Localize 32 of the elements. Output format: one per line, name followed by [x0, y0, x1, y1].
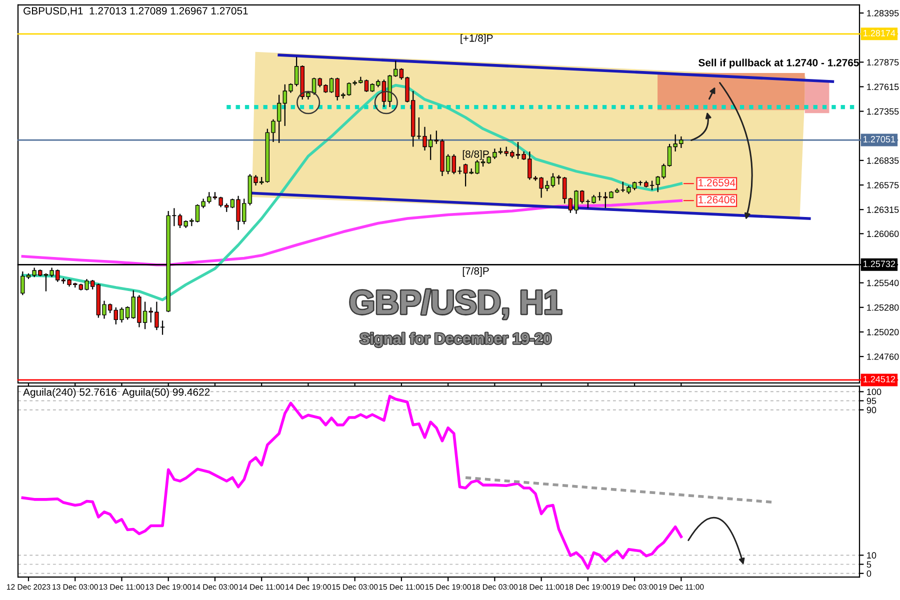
y-tick-label: 0: [866, 570, 872, 577]
text: Signal for December 19-20: [360, 332, 551, 348]
y-tick-label: 1.26060: [867, 230, 899, 238]
y-tick-label: 1.26575: [867, 182, 899, 188]
y-tick-label: 1.26835: [867, 157, 899, 164]
y-tick-label: 10: [867, 552, 876, 559]
y-tick-label: 1.24760: [867, 353, 899, 360]
y-tick-label: 1.27615: [867, 84, 899, 90]
annotation: [+1/8]P: [460, 34, 493, 44]
y-tick-label: 5: [866, 561, 872, 568]
y-tick-label: 1.25280: [867, 304, 899, 311]
ref-line-label: 1.27051: [864, 136, 896, 142]
y-tick-label: 1.28395: [867, 10, 899, 16]
annotation: [7/8]P: [462, 266, 489, 277]
ref-line-label: 1.24512: [864, 376, 896, 382]
annotation: 1.26406: [698, 196, 736, 204]
y-tick-label: 1.27355: [867, 108, 899, 115]
ref-line-label: 1.25732: [864, 260, 896, 268]
y-tick-label: 95: [866, 398, 876, 404]
annotation: Aguila(240) 52.7616 Aguila(50) 99.4622: [23, 388, 210, 398]
annotation: Sell if pullback at 1.2740 - 1.2765: [698, 58, 859, 68]
ref-line-label: 1.28174: [864, 30, 896, 36]
y-tick-label: 1.25020: [867, 328, 899, 336]
y-tick-label: 1.27875: [867, 59, 899, 66]
annotation: GBPUSD,H1 1.27013 1.27089 1.26967 1.27051: [24, 7, 248, 16]
text: GBP/USD, H1: [350, 290, 562, 319]
annotation: 1.26594: [698, 179, 736, 186]
y-tick-label: 90: [866, 406, 876, 414]
y-tick-label: 1.26315: [867, 206, 899, 213]
y-tick-label: 1.25540: [867, 280, 899, 286]
annotation: [8/8]P: [462, 150, 489, 160]
y-tick-label: 100: [867, 388, 882, 396]
